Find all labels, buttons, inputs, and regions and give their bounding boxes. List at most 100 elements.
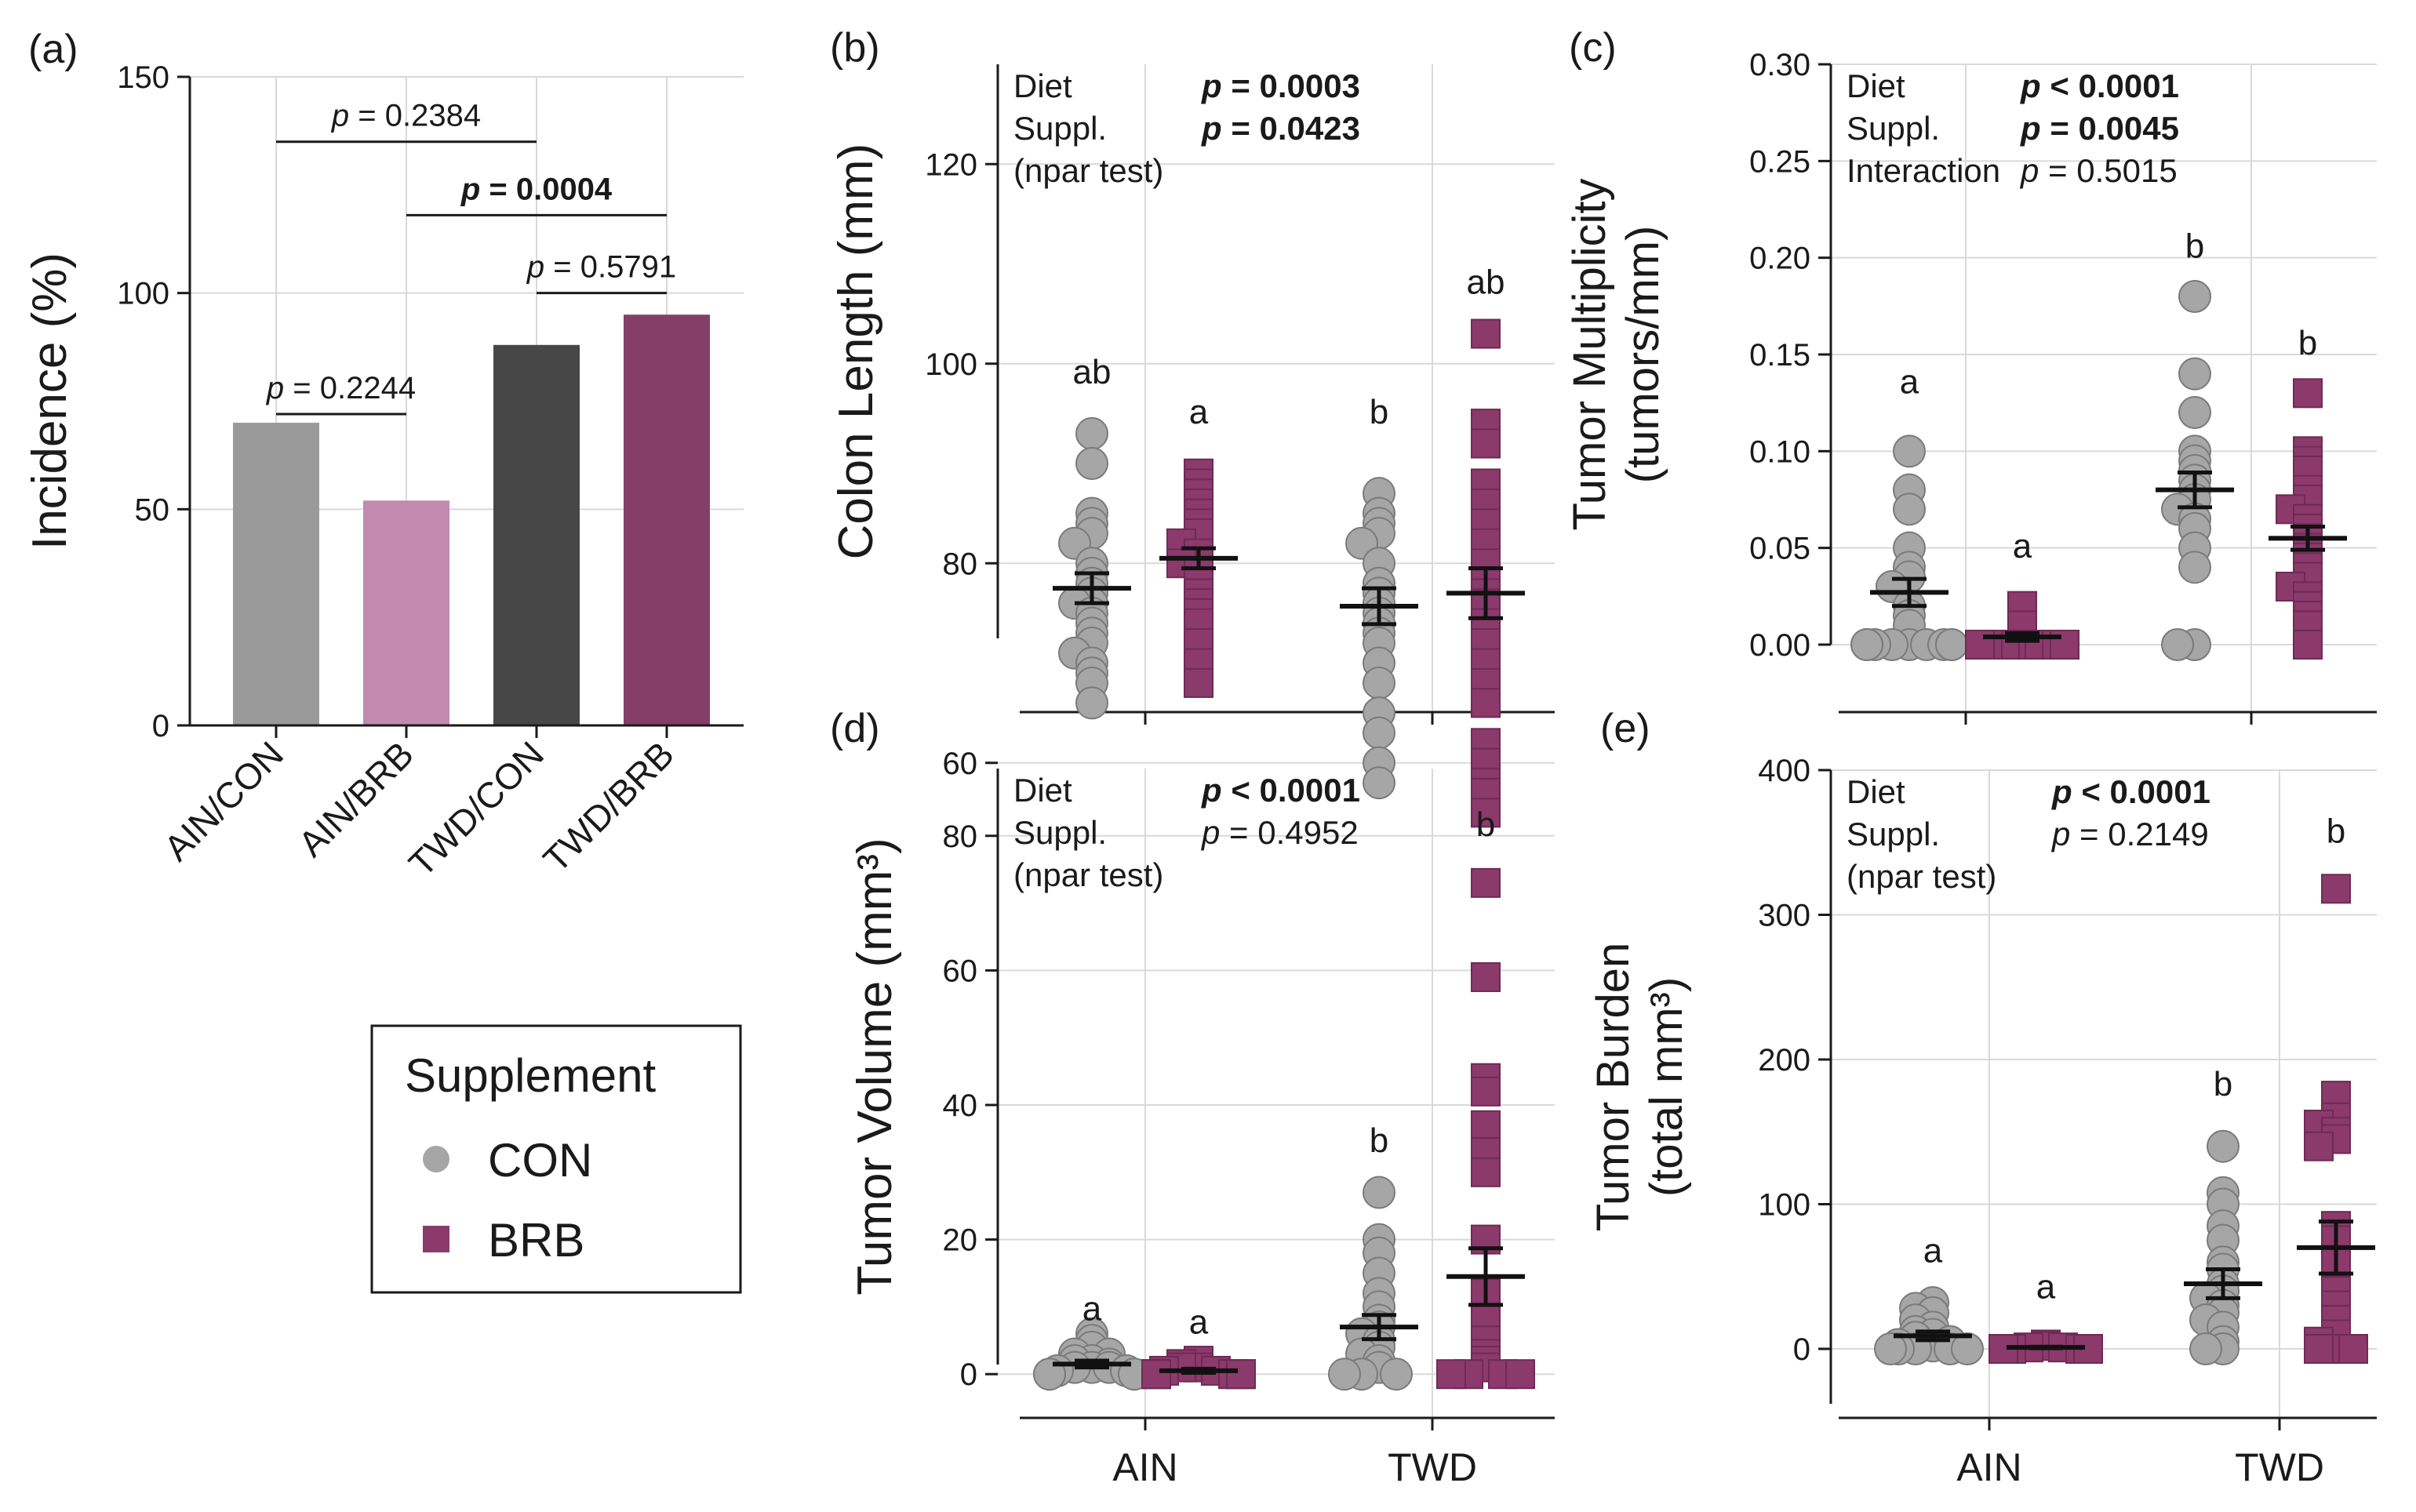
panel-d-tumor-volume: (d) AIN TWD 0 20 40 60 80 Tumor Volume (mm³) Diet…	[830, 706, 1555, 1489]
stats-label: (npar test)	[1013, 856, 1163, 893]
y-tick-label: 0	[960, 1358, 977, 1392]
data-point-brb	[2293, 630, 2323, 660]
stats-p-value: p = 0.0423	[1201, 110, 1360, 147]
panel-label-b: (b)	[830, 25, 880, 71]
y-axis-title-units: (total mm³)	[1641, 977, 1692, 1197]
significance-letter: b	[2327, 812, 2345, 850]
y-tick-label: 50	[135, 492, 170, 527]
data-point-brb	[1471, 688, 1501, 718]
significance-letter: ab	[1073, 353, 1112, 391]
x-tick-label: AIN	[1112, 1445, 1177, 1489]
y-tick-label: 300	[1758, 899, 1810, 933]
significance-letter: a	[2013, 527, 2032, 565]
stats-label: Suppl.	[1013, 814, 1107, 851]
y-tick-label: 120	[925, 147, 977, 182]
significance-letter: a	[1189, 1303, 1209, 1342]
data-point-con	[2178, 280, 2211, 313]
y-tick-label: 0.00	[1749, 628, 1810, 663]
y-axis-title: Tumor Multiplicity	[1564, 178, 1615, 530]
data-point-con	[2207, 1129, 2240, 1163]
panel-a-incidence-bar-chart: (a) 0 50 100 150 AIN/CON AIN/BRBTWD/CONTWD/BRB…	[23, 27, 744, 884]
stats-p-value: p = 0.0045	[2020, 110, 2179, 147]
x-tick-label: AIN/CON	[156, 733, 291, 868]
stats-p-value: p < 0.0001	[1201, 772, 1360, 809]
significance-letter: a	[2036, 1267, 2056, 1306]
bar-twd-brb	[624, 314, 710, 725]
y-tick-label: 80	[943, 547, 978, 581]
stats-label: Diet	[1847, 773, 1905, 810]
bar-ain-con	[233, 423, 319, 725]
y-tick-label: 150	[117, 60, 169, 95]
stats-label: Suppl.	[1013, 110, 1107, 147]
data-point-brb	[1226, 1359, 1256, 1390]
panel-c-tumor-multiplicity: (c) 0.00 0.05 0.10 0.15 0.20 0.25 0.30 Tumor Mul…	[1564, 25, 2377, 725]
x-tick-label: TWD	[1388, 1445, 1477, 1489]
data-point-con	[1893, 434, 1926, 468]
comparison-p-value: p = 0.2244	[266, 371, 416, 405]
data-point-con	[1075, 447, 1108, 480]
y-tick-label: 100	[1758, 1188, 1810, 1223]
y-tick-label: 0.25	[1749, 144, 1810, 179]
y-tick-label: 0	[152, 709, 169, 743]
data-point-brb	[2304, 1131, 2334, 1161]
data-point-con	[2161, 628, 2194, 661]
bar-ain-brb	[363, 500, 449, 725]
stats-p-value: p = 0.5015	[2019, 152, 2178, 189]
data-point-con	[1874, 1332, 1907, 1365]
data-point-con	[2178, 396, 2211, 429]
significance-letter: b	[2214, 1065, 2232, 1103]
data-point-con	[2189, 1332, 2222, 1365]
legend-brb-label: BRB	[488, 1214, 584, 1267]
data-point-con	[2178, 551, 2211, 584]
data-point-con	[1951, 1332, 1984, 1365]
data-point-con	[1363, 766, 1395, 800]
y-tick-label: 200	[1758, 1043, 1810, 1078]
comparison-p-value: p = 0.5791	[526, 250, 676, 285]
y-tick-label: 80	[943, 820, 978, 854]
panel-label-c: (c)	[1569, 25, 1617, 71]
data-point-brb	[1471, 1110, 1501, 1140]
data-point-con	[1935, 628, 1968, 661]
data-point-brb	[2293, 378, 2323, 409]
y-tick-label: 400	[1758, 754, 1810, 788]
stats-p-value: p < 0.0001	[2020, 67, 2179, 104]
significance-letter: a	[1189, 393, 1209, 431]
panel-label-d: (d)	[830, 706, 880, 751]
y-tick-label: 0	[1793, 1332, 1810, 1367]
stats-label: Interaction	[1847, 152, 2000, 189]
x-tick-label: AIN	[1956, 1445, 2021, 1489]
legend: Supplement CON BRB	[370, 1024, 742, 1294]
data-point-con	[1380, 1358, 1413, 1391]
data-point-con	[1328, 1358, 1361, 1391]
data-point-brb	[1141, 1359, 1171, 1390]
y-tick-label: 100	[925, 347, 977, 382]
stats-label: Suppl.	[1847, 110, 1940, 147]
y-axis-title-units: (tumors/mm)	[1617, 226, 1668, 484]
data-point-brb	[1471, 318, 1501, 349]
data-point-brb	[1471, 867, 1501, 898]
data-point-con	[1363, 716, 1395, 750]
y-tick-label: 40	[943, 1089, 978, 1123]
y-tick-label: 20	[943, 1223, 978, 1258]
panel-b-colon-length: (b) 60 80 100 120 Colon Length (mm) Diet p = 0.…	[829, 25, 1555, 828]
y-tick-label: 0.30	[1749, 48, 1810, 82]
data-point-brb	[2321, 874, 2351, 904]
y-axis-title: Colon Length (mm)	[829, 144, 883, 560]
stats-p-value: p = 0.4952	[1200, 814, 1359, 851]
legend-brb-marker	[423, 1226, 449, 1252]
y-tick-label: 0.15	[1749, 338, 1810, 373]
significance-letter: a	[1923, 1231, 1943, 1270]
data-point-brb	[1471, 798, 1501, 828]
panel-e-tumor-burden: (e) AIN TWD 0 100 200 300 400 Tumor Burden (total…	[1588, 706, 2377, 1489]
x-tick-label: TWD	[2235, 1445, 2324, 1489]
significance-letter: a	[1900, 362, 1919, 401]
legend-title: Supplement	[405, 1049, 657, 1102]
x-tick-label: TWD/BRB	[535, 733, 682, 880]
data-point-brb	[2304, 1334, 2334, 1364]
y-axis-title: Tumor Volume (mm³)	[848, 838, 902, 1295]
y-axis-title: Tumor Burden	[1588, 943, 1639, 1232]
stats-p-value: p = 0.2149	[2050, 816, 2209, 852]
y-axis-title: Incidence (%)	[23, 253, 77, 550]
stats-p-value: p = 0.0003	[1201, 67, 1360, 104]
